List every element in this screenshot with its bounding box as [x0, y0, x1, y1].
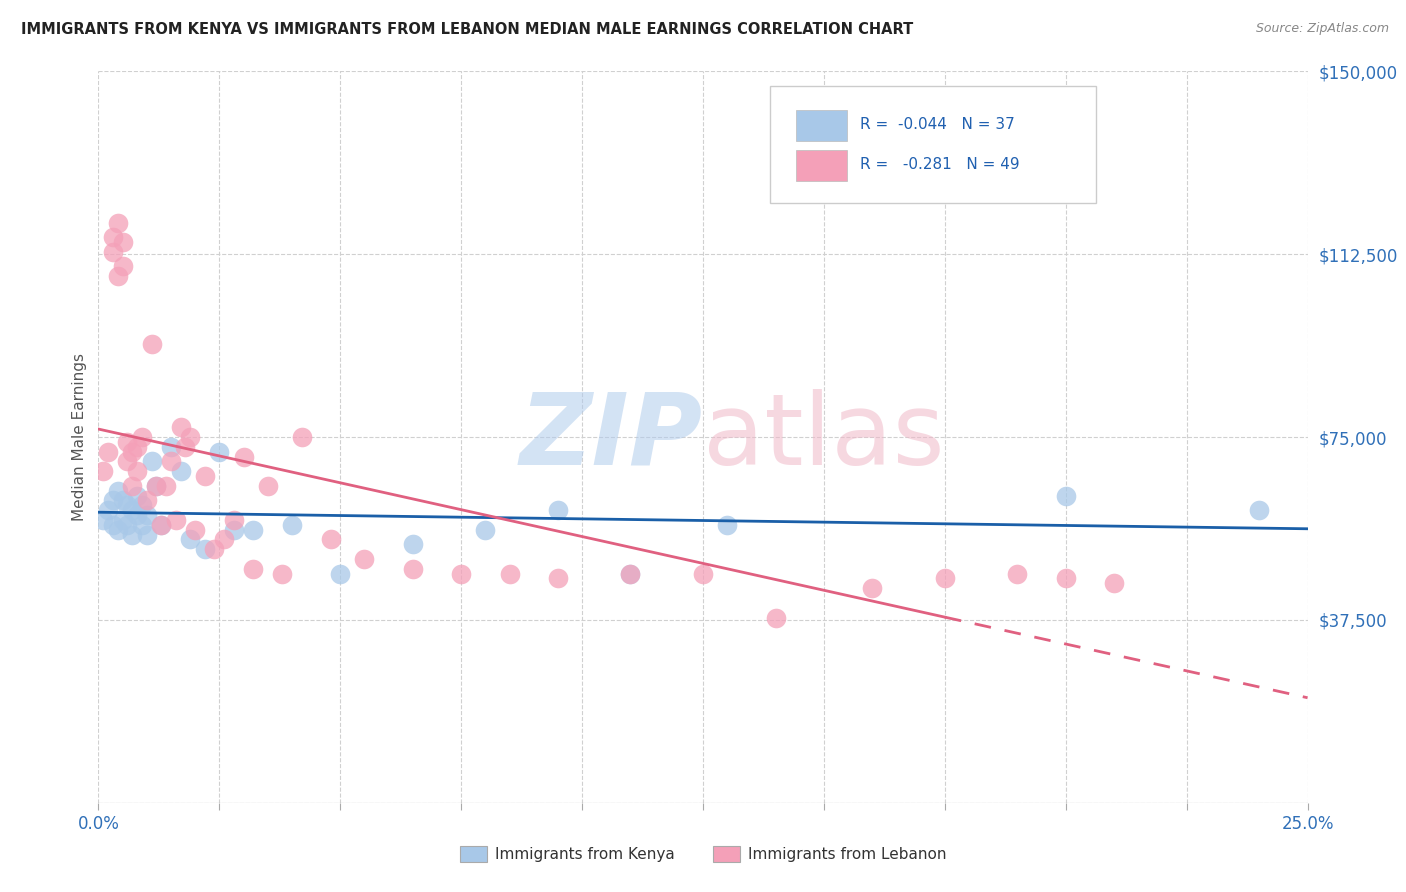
Point: [101, 493, 124, 508]
Point: [131, 517, 153, 532]
Point: [1054, 489, 1077, 503]
Point: [169, 464, 191, 478]
Point: [547, 503, 569, 517]
Point: [97, 444, 120, 458]
Text: R =   -0.281   N = 49: R = -0.281 N = 49: [860, 158, 1019, 172]
Point: [121, 479, 143, 493]
Point: [117, 454, 139, 468]
Text: ZIP: ZIP: [520, 389, 703, 485]
Point: [1054, 572, 1077, 586]
Point: [111, 513, 134, 527]
Point: [145, 479, 167, 493]
Point: [121, 503, 143, 517]
Point: [135, 527, 157, 541]
Point: [121, 527, 143, 541]
Point: [117, 499, 139, 513]
Point: [107, 215, 129, 229]
Point: [450, 566, 472, 581]
Point: [1007, 566, 1029, 581]
Point: [329, 566, 352, 581]
Point: [127, 489, 149, 503]
Point: [121, 444, 143, 458]
Point: [107, 523, 129, 537]
Point: [184, 523, 207, 537]
Point: [107, 483, 129, 498]
Y-axis label: Median Male Earnings: Median Male Earnings: [72, 353, 87, 521]
FancyBboxPatch shape: [769, 86, 1097, 203]
Point: [127, 508, 149, 522]
Point: [232, 450, 254, 464]
Point: [127, 464, 149, 478]
Point: [131, 430, 153, 444]
Point: [692, 566, 714, 581]
Point: [111, 493, 134, 508]
Point: [179, 430, 201, 444]
Text: R =  -0.044   N = 37: R = -0.044 N = 37: [860, 117, 1015, 132]
Point: [256, 479, 278, 493]
Point: [498, 566, 520, 581]
Point: [141, 337, 163, 351]
Point: [155, 479, 177, 493]
Point: [107, 269, 129, 284]
Point: [242, 562, 264, 576]
Point: [135, 508, 157, 522]
Point: [281, 517, 304, 532]
Point: [97, 503, 120, 517]
Point: [117, 517, 139, 532]
Text: Source: ZipAtlas.com: Source: ZipAtlas.com: [1256, 22, 1389, 36]
Point: [117, 434, 139, 449]
Point: [101, 230, 124, 244]
Point: [716, 517, 738, 532]
Point: [290, 430, 312, 444]
Point: [111, 235, 134, 249]
Point: [135, 493, 157, 508]
Point: [194, 542, 217, 557]
Point: [127, 440, 149, 454]
Point: [150, 517, 173, 532]
Text: IMMIGRANTS FROM KENYA VS IMMIGRANTS FROM LEBANON MEDIAN MALE EARNINGS CORRELATIO: IMMIGRANTS FROM KENYA VS IMMIGRANTS FROM…: [21, 22, 914, 37]
Point: [204, 542, 226, 557]
Point: [101, 244, 124, 259]
Point: [474, 523, 496, 537]
Point: [402, 537, 425, 551]
Point: [101, 517, 124, 532]
Point: [141, 454, 163, 468]
Point: [765, 610, 787, 624]
Point: [160, 454, 183, 468]
Point: [194, 469, 217, 483]
Point: [353, 552, 375, 566]
Point: [174, 440, 197, 454]
Point: [547, 572, 569, 586]
Point: [145, 479, 167, 493]
Point: [212, 533, 235, 547]
Point: [111, 260, 134, 274]
Point: [150, 517, 173, 532]
Point: [934, 572, 956, 586]
Point: [271, 566, 294, 581]
Legend: Immigrants from Kenya, Immigrants from Lebanon: Immigrants from Kenya, Immigrants from L…: [454, 840, 952, 868]
Point: [208, 444, 231, 458]
Bar: [796, 151, 846, 181]
Point: [1249, 503, 1271, 517]
Point: [619, 566, 641, 581]
Point: [222, 523, 245, 537]
Point: [860, 581, 883, 595]
Point: [91, 464, 114, 478]
Point: [242, 523, 264, 537]
Bar: [796, 110, 846, 141]
Point: [131, 499, 153, 513]
Point: [1102, 576, 1125, 591]
Point: [222, 513, 245, 527]
Point: [402, 562, 425, 576]
Point: [179, 533, 201, 547]
Point: [165, 513, 187, 527]
Point: [160, 440, 183, 454]
Point: [619, 566, 641, 581]
Text: atlas: atlas: [703, 389, 945, 485]
Point: [91, 513, 114, 527]
Point: [319, 533, 342, 547]
Point: [169, 420, 191, 434]
